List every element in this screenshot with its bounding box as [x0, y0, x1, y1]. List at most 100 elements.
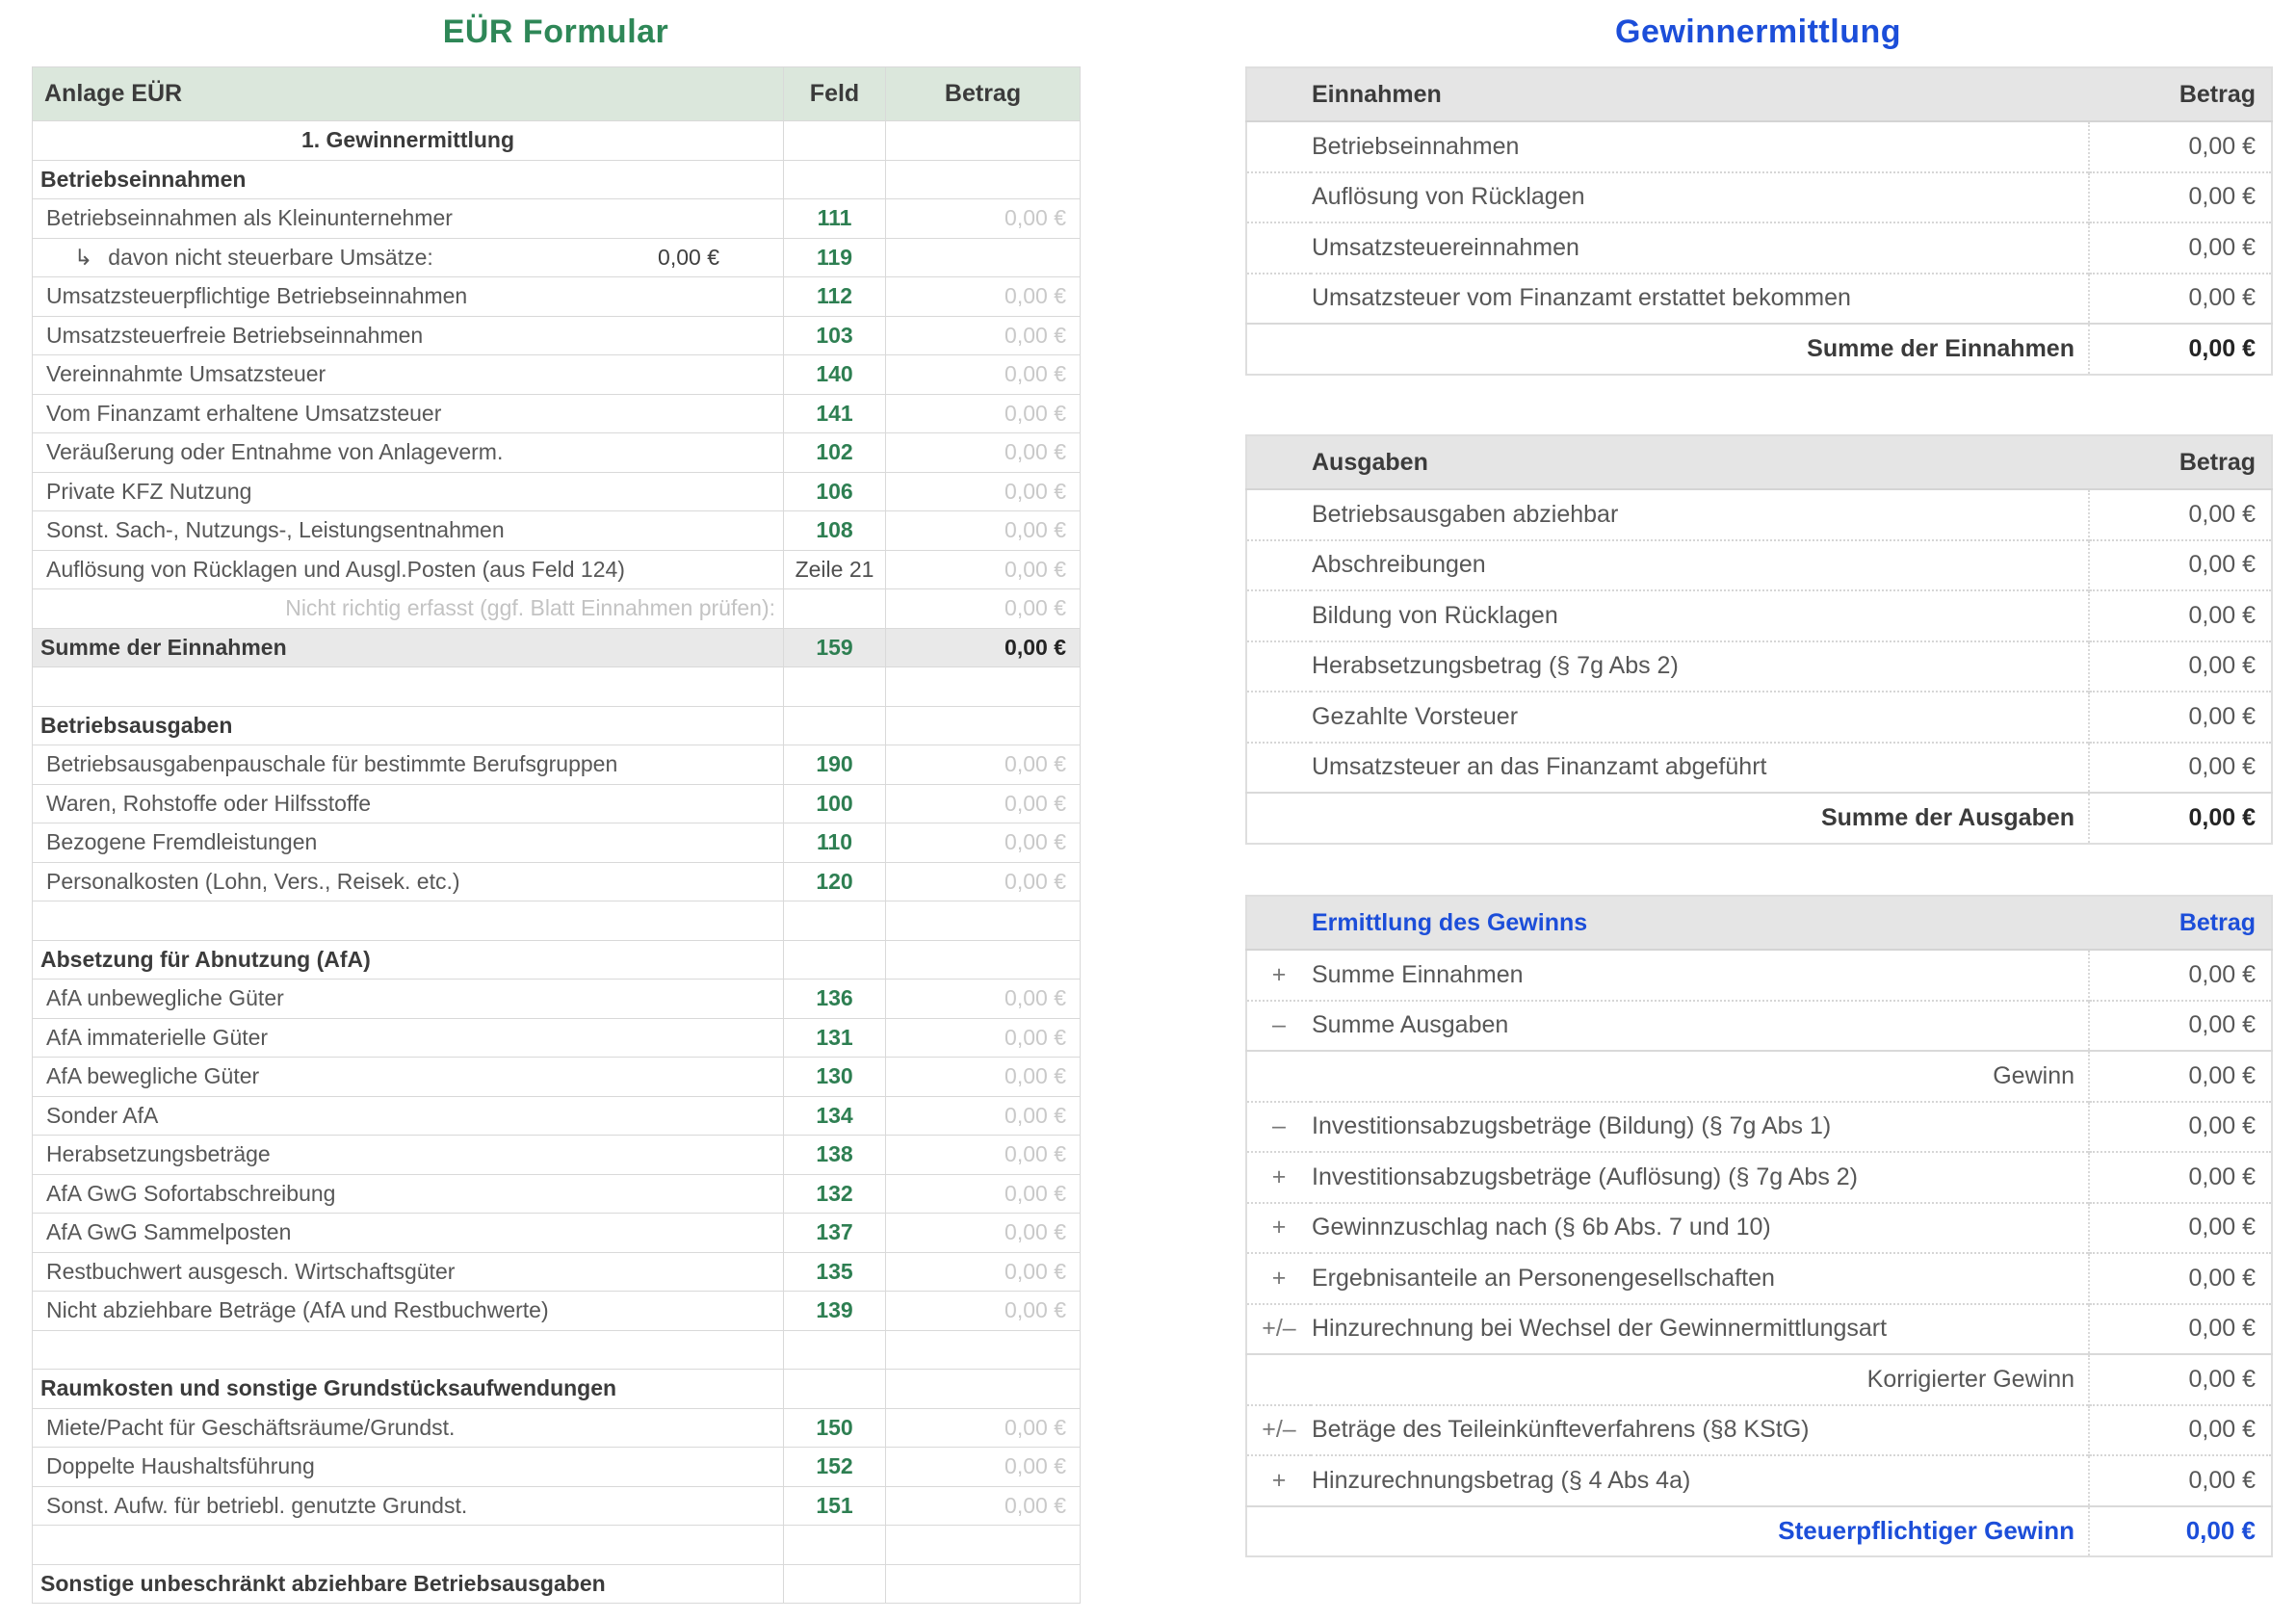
column-header-betrag: Betrag: [885, 66, 1081, 121]
table-row: Bildung von Rücklagen 0,00 €: [1246, 589, 2273, 641]
betrag-cell[interactable]: 0,00 €: [885, 1173, 1081, 1214]
table-row: Sonstige unbeschränkt abziehbare Betrieb…: [32, 1563, 1081, 1604]
betrag-cell[interactable]: 0,00 €: [885, 393, 1081, 433]
label-cell: Beträge des Teileinkünfteverfahrens (§8 …: [1311, 1403, 2089, 1455]
einnahmen-table: Einnahmen Betrag Betriebseinnahmen 0,00 €…: [1245, 66, 2273, 376]
table-row: Gezahlte Vorsteuer 0,00 €: [1246, 691, 2273, 743]
amount-cell: 0,00 €: [2088, 538, 2273, 590]
betrag-cell[interactable]: 0,00 €: [885, 549, 1081, 589]
label-cell: Waren, Rohstoffe oder Hilfsstoffe: [32, 783, 784, 823]
feld-cell: [783, 901, 886, 941]
label-cell: Private KFZ Nutzung: [32, 471, 784, 511]
table-row: AfA unbewegliche Güter 136 0,00 €: [32, 979, 1081, 1019]
betrag-cell[interactable]: 0,00 €: [885, 1291, 1081, 1331]
table-row: Korrigierter Gewinn 0,00 €: [1246, 1353, 2272, 1405]
label-cell: Doppelte Haushaltsführung: [32, 1447, 784, 1487]
label-cell: [32, 901, 784, 941]
feld-cell: 100: [783, 783, 886, 823]
table-row: Summe der Einnahmen 159 0,00 €: [32, 627, 1081, 667]
betrag-cell: [885, 1329, 1081, 1370]
betrag-cell[interactable]: 0,00 €: [885, 783, 1081, 823]
table-row: Restbuchwert ausgesch. Wirtschaftsgüter 1…: [32, 1251, 1081, 1292]
label-cell: [32, 1525, 784, 1565]
betrag-cell[interactable]: 0,00 €: [885, 276, 1081, 317]
sign-cell: +: [1246, 1151, 1311, 1203]
label-cell: Personalkosten (Lohn, Vers., Reisek. etc…: [32, 861, 784, 901]
table-title: Einnahmen: [1246, 67, 2089, 122]
betrag-cell[interactable]: 0,00 €: [885, 1213, 1081, 1253]
label-cell: Umsatzsteuerfreie Betriebseinnahmen: [32, 315, 784, 355]
amount-cell: 0,00 €: [2088, 323, 2272, 375]
feld-cell: 150: [783, 1407, 886, 1448]
betrag-cell[interactable]: 0,00 €: [885, 1017, 1081, 1058]
label-cell: Nicht richtig erfasst (ggf. Blatt Einnah…: [32, 588, 784, 629]
eur-form-table: Anlage EÜR Feld Betrag 1. Gewinnermittlu…: [32, 66, 1081, 1604]
label-cell: Vereinnahmte Umsatzsteuer: [32, 354, 784, 395]
betrag-cell[interactable]: 0,00 €: [885, 1485, 1081, 1526]
table-row: Personalkosten (Lohn, Vers., Reisek. etc…: [32, 861, 1081, 901]
table-row: + Gewinnzuschlag nach (§ 6b Abs. 7 und 10…: [1246, 1201, 2272, 1253]
feld-cell: [783, 1369, 886, 1409]
table-row: Umsatzsteuer an das Finanzamt abgeführt 0…: [1246, 741, 2273, 793]
betrag-cell[interactable]: 0,00 €: [885, 745, 1081, 785]
betrag-cell[interactable]: 0,00 €: [885, 861, 1081, 901]
table-row: [32, 666, 1081, 707]
label-cell: Gezahlte Vorsteuer: [1311, 691, 2090, 743]
table-row: – Summe Ausgaben 0,00 €: [1246, 999, 2272, 1051]
spacer-cell: [1246, 272, 1311, 324]
label-cell: Auflösung von Rücklagen: [1311, 170, 2089, 222]
label-cell: Absetzung für Abnutzung (AfA): [32, 939, 784, 980]
betrag-cell[interactable]: 0,00 €: [885, 588, 1081, 629]
table-row: Auflösung von Rücklagen 0,00 €: [1246, 170, 2272, 222]
label-cell: Sonst. Aufw. für betriebl. genutzte Grun…: [32, 1485, 784, 1526]
table-row: 1. Gewinnermittlung: [32, 120, 1081, 161]
inline-amount-cell[interactable]: 0,00 €: [658, 244, 719, 270]
betrag-cell[interactable]: 0,00 €: [885, 1135, 1081, 1175]
table-row: Nicht richtig erfasst (ggf. Blatt Einnah…: [32, 588, 1081, 629]
label-cell: Betriebsausgaben: [32, 705, 784, 745]
betrag-cell[interactable]: 0,00 €: [885, 354, 1081, 395]
betrag-cell[interactable]: 0,00 €: [885, 1095, 1081, 1136]
amount-cell: 0,00 €: [2088, 741, 2273, 793]
betrag-cell[interactable]: 0,00 €: [885, 198, 1081, 239]
feld-cell: 131: [783, 1017, 886, 1058]
table-header-row: Ausgaben Betrag: [1246, 435, 2273, 490]
betrag-cell[interactable]: 0,00 €: [885, 315, 1081, 355]
amount-cell: 0,00 €: [2088, 1504, 2272, 1556]
betrag-cell[interactable]: 0,00 €: [885, 823, 1081, 863]
label-cell: Steuerpflichtiger Gewinn: [1246, 1504, 2089, 1556]
table-row: Umsatzsteuereinnahmen 0,00 €: [1246, 222, 2272, 274]
table-row: Umsatzsteuerfreie Betriebseinnahmen 103 0,…: [32, 315, 1081, 355]
spacer-cell: [1246, 121, 1311, 172]
feld-cell: 137: [783, 1213, 886, 1253]
amount-cell: 0,00 €: [2088, 950, 2272, 1001]
sign-cell: +/–: [1246, 1403, 1311, 1455]
betrag-cell: [885, 159, 1081, 199]
table-row: Umsatzsteuerpflichtige Betriebseinnahmen…: [32, 276, 1081, 317]
table-row: Steuerpflichtiger Gewinn 0,00 €: [1246, 1504, 2272, 1556]
table-row: Umsatzsteuer vom Finanzamt erstattet bek…: [1246, 272, 2272, 324]
feld-cell: 140: [783, 354, 886, 395]
feld-cell: 132: [783, 1173, 886, 1214]
betrag-cell[interactable]: 0,00 €: [885, 432, 1081, 473]
betrag-cell: 0,00 €: [885, 627, 1081, 667]
betrag-cell[interactable]: 0,00 €: [885, 1057, 1081, 1097]
table-row: ↳ davon nicht steuerbare Umsätze: 0,00 € 11…: [32, 237, 1081, 277]
feld-cell: 159: [783, 627, 886, 667]
feld-cell: 108: [783, 510, 886, 551]
feld-cell: 141: [783, 393, 886, 433]
betrag-cell[interactable]: 0,00 €: [885, 1447, 1081, 1487]
label-cell: [32, 666, 784, 707]
betrag-cell[interactable]: 0,00 €: [885, 1407, 1081, 1448]
label-cell: Umsatzsteuer an das Finanzamt abgeführt: [1311, 741, 2090, 793]
betrag-cell[interactable]: 0,00 €: [885, 471, 1081, 511]
label-cell: AfA unbewegliche Güter: [32, 979, 784, 1019]
betrag-cell[interactable]: 0,00 €: [885, 1251, 1081, 1292]
betrag-cell[interactable]: 0,00 €: [885, 979, 1081, 1019]
betrag-cell[interactable]: 0,00 €: [885, 510, 1081, 551]
table-row: + Ergebnisanteile an Personengesellschaft…: [1246, 1252, 2272, 1304]
spacer-cell: [1246, 589, 1311, 641]
table-row: + Summe Einnahmen 0,00 €: [1246, 950, 2272, 1001]
amount-cell: 0,00 €: [2088, 121, 2272, 172]
